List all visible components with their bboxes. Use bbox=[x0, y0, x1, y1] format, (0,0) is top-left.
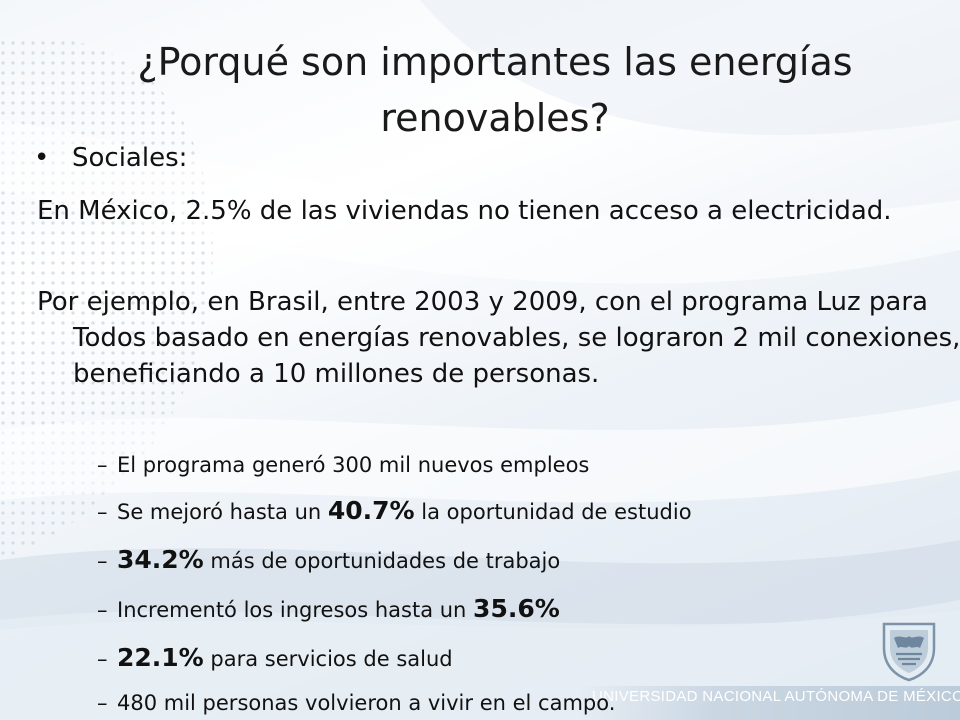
dash-marker: – bbox=[97, 500, 108, 524]
dash-marker: – bbox=[97, 647, 108, 671]
subitem-text-after: para servicios de salud bbox=[203, 647, 453, 671]
dash-marker: – bbox=[97, 691, 108, 715]
subitem-value: 40.7% bbox=[327, 496, 415, 525]
paragraph-brasil: Por ejemplo, en Brasil, entre 2003 y 200… bbox=[37, 287, 960, 389]
subitem-value: 34.2% bbox=[117, 545, 204, 574]
subitem-value: 22.1% bbox=[117, 643, 204, 672]
unam-crest-icon bbox=[882, 622, 936, 682]
bullet-label: Sociales: bbox=[72, 143, 188, 173]
subitem-text: 480 mil personas volvieron a vivir en el… bbox=[117, 691, 616, 715]
bullet-dot: • bbox=[34, 143, 50, 173]
subitem-salud: –22.1% para servicios de salud bbox=[97, 643, 857, 674]
subitem-text: El programa generó 300 mil nuevos empleo… bbox=[117, 453, 590, 477]
subitem-trabajo: –34.2% más de oportunidades de trabajo bbox=[97, 545, 857, 576]
subitem-text-before: Incrementó los ingresos hasta un bbox=[117, 598, 474, 622]
subitem-campo: –480 mil personas volvieron a vivir en e… bbox=[97, 688, 857, 718]
subitem-estudio: – Se mejoró hasta un 40.7% la oportunidad… bbox=[97, 496, 857, 527]
paragraph-mexico: En México, 2.5% de las viviendas no tien… bbox=[37, 196, 892, 226]
subitem-ingresos: – Incrementó los ingresos hasta un 35.6% bbox=[97, 594, 857, 625]
bullet-sociales: • Sociales: bbox=[34, 140, 187, 176]
subitem-text-after: más de oportunidades de trabajo bbox=[203, 549, 561, 573]
subitem-value: 35.6% bbox=[473, 594, 560, 623]
slide-title: ¿Porqué son importantes las energías ren… bbox=[137, 40, 853, 140]
dash-marker: – bbox=[97, 549, 108, 573]
subitem-empleos: – El programa generó 300 mil nuevos emple… bbox=[97, 450, 857, 480]
dash-marker: – bbox=[97, 453, 108, 477]
subitem-text-after: la oportunidad de estudio bbox=[414, 500, 692, 524]
subitem-text-before: Se mejoró hasta un bbox=[117, 500, 328, 524]
dash-marker: – bbox=[97, 598, 108, 622]
